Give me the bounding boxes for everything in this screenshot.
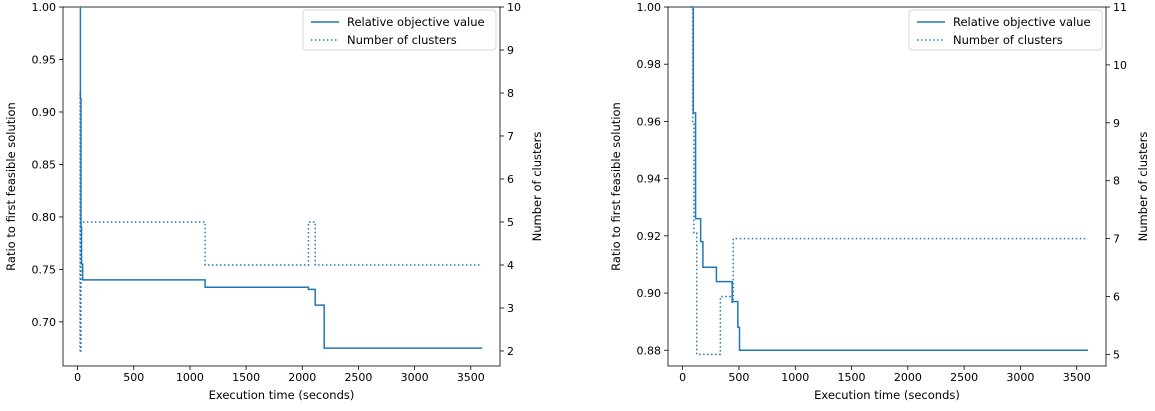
chart2-x-tick-label: 1000 — [781, 371, 809, 384]
chart1-y-tick-label: 0.90 — [32, 106, 57, 119]
chart2-y2-tick-label: 5 — [1113, 348, 1120, 361]
chart1-y-tick-label: 1.00 — [32, 1, 57, 14]
chart1-legend-label: Number of clusters — [347, 33, 457, 47]
chart1-x-tick-label: 2000 — [288, 371, 316, 384]
chart2-plot-frame — [667, 6, 1107, 367]
chart1-y-tick-label: 0.95 — [32, 53, 57, 66]
chart2-x-tick-label: 3500 — [1063, 371, 1091, 384]
chart2-x-tick-label: 3000 — [1006, 371, 1034, 384]
chart1-y2-tick-label: 9 — [507, 44, 514, 57]
chart1-x-tick-label: 1500 — [232, 371, 260, 384]
chart1-y2-tick-label: 3 — [507, 302, 514, 315]
chart1-y2-tick-label: 6 — [507, 173, 514, 186]
chart2-x-tick-label: 500 — [728, 371, 749, 384]
chart2-y-tick-label: 0.94 — [637, 173, 662, 186]
chart2-y-tick-label: 0.90 — [637, 287, 662, 300]
chart1-y-tick-label: 0.85 — [32, 158, 57, 171]
chart2-x-tick-label: 1500 — [838, 371, 866, 384]
chart1-legend-label: Relative objective value — [347, 15, 485, 29]
chart1-x-tick-label: 3500 — [457, 371, 485, 384]
chart1-x-tick-label: 0 — [74, 371, 81, 384]
chart1-series-objective-line — [79, 6, 483, 349]
chart2-y2-tick-label: 9 — [1113, 117, 1120, 130]
chart2-y2-tick-label: 10 — [1113, 59, 1127, 72]
chart2-series-objective-line — [690, 6, 1088, 352]
chart1-plot-frame — [62, 6, 501, 367]
chart1-x-tick-label: 3000 — [401, 371, 429, 384]
chart2-y-tick-label: 0.96 — [637, 115, 662, 128]
chart1-legend-box — [302, 9, 497, 51]
chart1-y-tick-label: 0.80 — [32, 211, 57, 224]
chart1-y2-axis-label: Number of clusters — [530, 132, 544, 242]
chart2-y-tick-label: 0.92 — [637, 230, 662, 243]
chart2-y-tick-label: 0.88 — [637, 344, 662, 357]
chart1-series-clusters-line — [79, 92, 483, 352]
chart1-y2-tick-label: 2 — [507, 345, 514, 358]
chart1-x-tick-label: 500 — [123, 371, 144, 384]
chart2-series-clusters-line — [690, 6, 1088, 356]
chart2-y-tick-label: 0.98 — [637, 58, 662, 71]
chart1-y-tick-label: 0.75 — [32, 263, 57, 276]
chart2-y-tick-label: 1.00 — [637, 1, 662, 14]
chart2-x-tick-label: 0 — [679, 371, 686, 384]
chart2-legend-label: Number of clusters — [953, 33, 1063, 47]
chart2-y2-tick-label: 8 — [1113, 175, 1120, 188]
chart2-legend-box — [908, 9, 1103, 51]
chart2-y2-axis-label: Number of clusters — [1136, 132, 1150, 242]
chart1-x-axis-label: Execution time (seconds) — [209, 388, 355, 402]
chart2-y2-tick-label: 7 — [1113, 233, 1120, 246]
chart1-y2-tick-label: 7 — [507, 130, 514, 143]
chart1-y2-tick-label: 10 — [507, 1, 521, 14]
chart2-x-tick-label: 2500 — [950, 371, 978, 384]
chart1-y2-tick-label: 4 — [507, 259, 514, 272]
chart2-y2-tick-label: 11 — [1113, 1, 1127, 14]
chart2-x-tick-label: 2000 — [894, 371, 922, 384]
chart2-x-axis-label: Execution time (seconds) — [814, 388, 960, 402]
chart2-legend-label: Relative objective value — [953, 15, 1091, 29]
chart1-x-tick-label: 1000 — [176, 371, 204, 384]
chart1-y2-tick-label: 8 — [507, 87, 514, 100]
chart1-y2-tick-label: 5 — [507, 216, 514, 229]
chart1-x-tick-label: 2500 — [344, 371, 372, 384]
chart2-y-axis-label: Ratio to first feasible solution — [609, 102, 623, 271]
chart1-y-axis-label: Ratio to first feasible solution — [4, 102, 18, 271]
chart2-y2-tick-label: 6 — [1113, 291, 1120, 304]
chart1-y-tick-label: 0.70 — [32, 316, 57, 329]
